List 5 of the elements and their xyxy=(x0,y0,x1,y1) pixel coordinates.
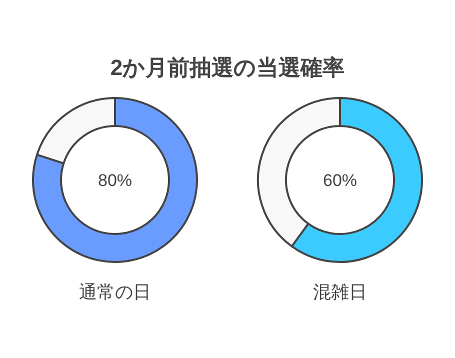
data-label: 80% xyxy=(98,171,132,190)
data-label: 60% xyxy=(322,171,358,190)
text: 混雑日 xyxy=(313,282,367,302)
chart-title: 2か月前抽選の当選確率 xyxy=(110,55,345,80)
text: 通常の日 xyxy=(79,282,151,302)
